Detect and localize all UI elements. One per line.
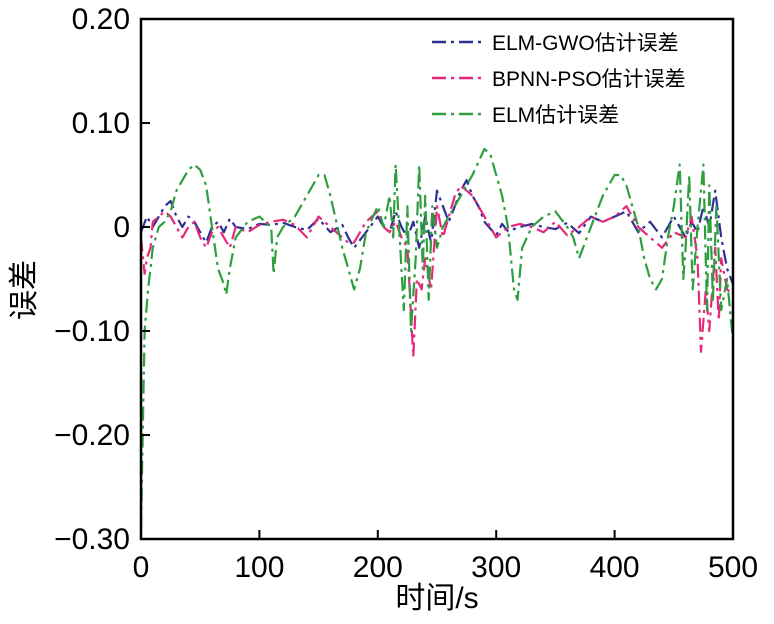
- y-axis-label: 误差: [8, 260, 41, 320]
- y-tick-label: 0.10: [72, 107, 130, 140]
- y-tick-label: −0.30: [54, 523, 130, 556]
- x-tick-label: 200: [353, 551, 403, 584]
- legend: ELM-GWO估计误差 BPNN-PSO估计误差 ELM估计误差: [432, 32, 686, 127]
- x-tick-label: 400: [590, 551, 640, 584]
- y-tick-label: 0: [113, 211, 130, 244]
- x-tick-label: 0: [133, 551, 150, 584]
- y-tick-label: −0.10: [54, 315, 130, 348]
- series-line-1: [141, 179, 733, 285]
- series-line-3: [141, 147, 733, 529]
- plot-background: [141, 19, 733, 539]
- x-axis-label: 时间/s: [395, 582, 478, 615]
- y-tick-label: 0.20: [72, 3, 130, 36]
- series-layer: [141, 147, 733, 529]
- x-tick-label: 100: [234, 551, 284, 584]
- legend-label-1: ELM-GWO估计误差: [492, 32, 679, 55]
- x-tick-label: 500: [708, 551, 758, 584]
- ticks-layer: 0 100 200 300 400 500 0.20 0.10 0 −0.10 −0.20 −0.30: [54, 3, 758, 584]
- legend-label-3: ELM估计误差: [492, 104, 619, 127]
- y-tick-label: −0.20: [54, 419, 130, 452]
- plot-frame: [139, 17, 735, 541]
- legend-label-2: BPNN-PSO估计误差: [492, 68, 686, 91]
- x-tick-label: 300: [471, 551, 521, 584]
- series-line-2: [141, 184, 733, 359]
